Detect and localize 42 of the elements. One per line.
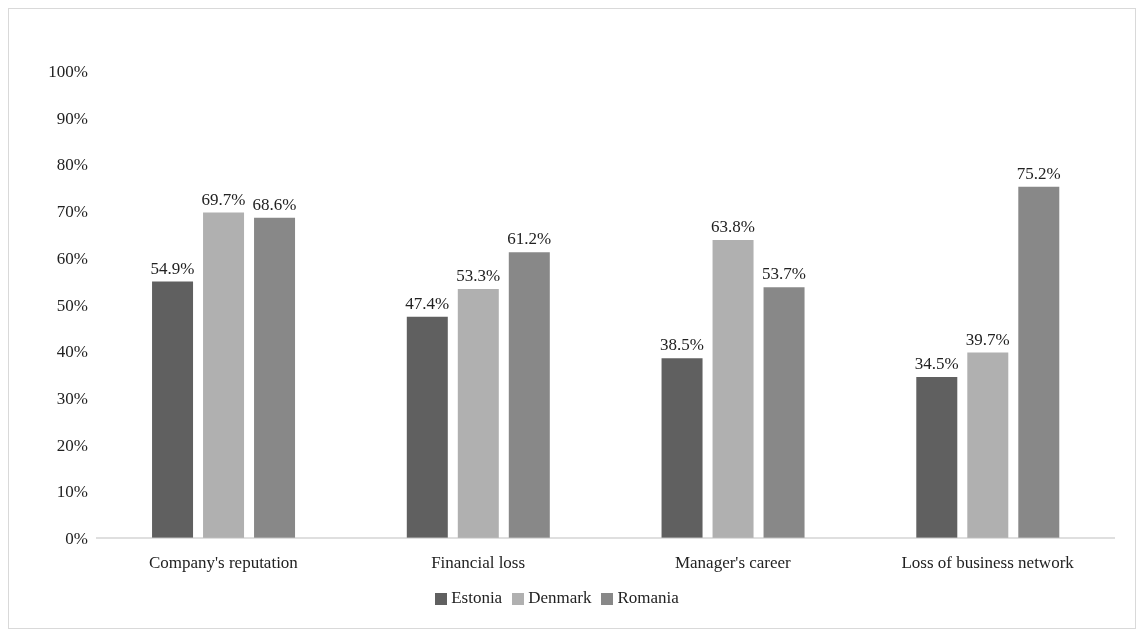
y-tick-label: 70% <box>56 202 88 222</box>
data-label: 34.5% <box>914 353 959 373</box>
y-tick-label: 10% <box>56 482 88 502</box>
y-tick-label: 20% <box>56 435 88 455</box>
data-label: 47.4% <box>405 293 450 313</box>
data-label: 75.2% <box>1016 163 1061 183</box>
data-label: 53.3% <box>456 266 501 286</box>
bar <box>1018 186 1060 538</box>
bar <box>406 316 448 538</box>
y-tick-label: 90% <box>56 108 88 128</box>
bar <box>916 376 958 538</box>
y-tick-label: 40% <box>56 342 88 362</box>
bar <box>203 212 245 538</box>
y-tick-label: 100% <box>48 62 88 82</box>
bar <box>763 287 805 538</box>
data-label: 68.6% <box>252 194 297 214</box>
data-label: 61.2% <box>507 229 552 249</box>
y-tick-label: 80% <box>56 155 88 175</box>
x-tick-label: Company's reputation <box>148 553 299 573</box>
y-tick-label: 0% <box>65 529 88 549</box>
data-label: 69.7% <box>201 189 246 209</box>
x-tick-label: Manager's career <box>674 553 792 573</box>
y-tick-label: 60% <box>56 248 88 268</box>
bar <box>152 281 194 538</box>
x-tick-label: Loss of business network <box>901 553 1075 573</box>
y-tick-label: 30% <box>56 388 88 408</box>
bar <box>254 217 296 538</box>
legend-label: Denmark <box>528 588 592 607</box>
data-label: 53.7% <box>762 264 807 284</box>
data-label: 54.9% <box>150 258 195 278</box>
bar <box>508 252 550 538</box>
legend-label: Romania <box>617 588 679 607</box>
x-tick-label: Financial loss <box>431 553 526 573</box>
bar <box>712 240 754 538</box>
bar <box>967 352 1009 538</box>
bar <box>661 358 703 538</box>
data-label: 39.7% <box>965 329 1010 349</box>
bar <box>457 289 499 538</box>
legend-label: Estonia <box>451 588 503 607</box>
data-label: 38.5% <box>660 335 705 355</box>
data-label: 63.8% <box>711 217 756 237</box>
y-tick-label: 50% <box>56 295 88 315</box>
